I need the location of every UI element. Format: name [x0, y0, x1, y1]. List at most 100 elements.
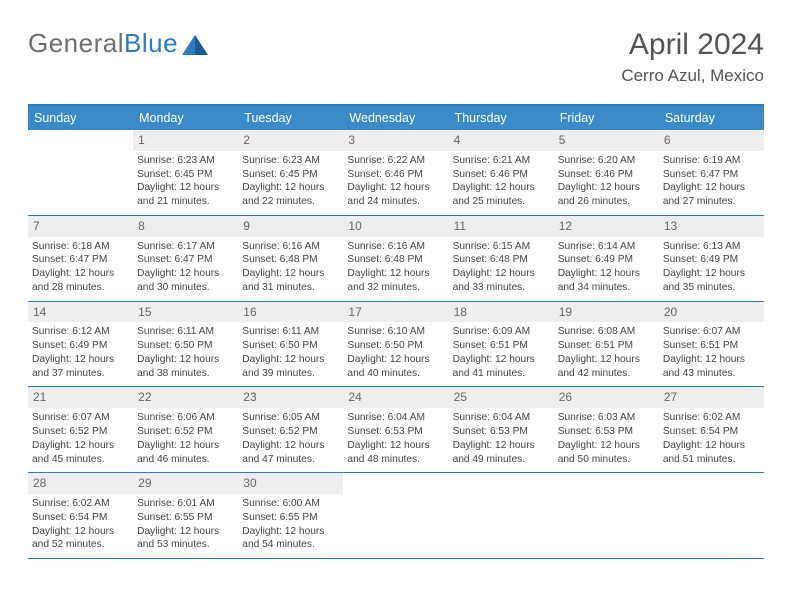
day-cell — [659, 473, 764, 558]
day-number-bar: 30 — [238, 473, 343, 494]
sunrise-text: Sunrise: 6:09 AM — [453, 325, 550, 339]
week-row: 14Sunrise: 6:12 AMSunset: 6:49 PMDayligh… — [28, 302, 764, 388]
sunrise-text: Sunrise: 6:13 AM — [663, 240, 760, 254]
day-number-bar: 7 — [28, 216, 133, 237]
day-number-bar: 9 — [238, 216, 343, 237]
daylight-text: Daylight: 12 hours and 34 minutes. — [558, 267, 655, 295]
day-number: 30 — [243, 476, 256, 490]
day-number: 21 — [33, 390, 46, 404]
day-number-bar: 5 — [554, 130, 659, 151]
week-row: 1 Sunrise: 6:23 AMSunset: 6:45 PM Daylight… — [28, 130, 764, 216]
sunset-text: Sunset: 6:51 PM — [663, 339, 760, 353]
sunrise-text: Sunrise: 6:07 AM — [32, 411, 129, 425]
day-cell — [343, 473, 448, 558]
week-row: 21Sunrise: 6:07 AMSunset: 6:52 PMDayligh… — [28, 387, 764, 473]
day-cell: 13Sunrise: 6:13 AMSunset: 6:49 PMDayligh… — [659, 216, 764, 301]
sunset-text: Sunset: 6:51 PM — [558, 339, 655, 353]
day-number-bar: 11 — [449, 216, 554, 237]
day-cell: 29Sunrise: 6:01 AMSunset: 6:55 PMDayligh… — [133, 473, 238, 558]
sunset-text: Sunset: 6:49 PM — [663, 253, 760, 267]
day-number-bar: 20 — [659, 302, 764, 323]
day-cell: 24Sunrise: 6:04 AMSunset: 6:53 PMDayligh… — [343, 387, 448, 472]
logo-text-blue: Blue — [124, 28, 178, 58]
day-number-bar: 28 — [28, 473, 133, 494]
day-number-bar: 1 — [133, 130, 238, 151]
day-cell: 6Sunrise: 6:19 AMSunset: 6:47 PMDaylight… — [659, 130, 764, 215]
day-number: 27 — [664, 390, 677, 404]
day-cell: 8Sunrise: 6:17 AMSunset: 6:47 PMDaylight… — [133, 216, 238, 301]
weeks-container: 1 Sunrise: 6:23 AMSunset: 6:45 PM Daylight… — [28, 130, 764, 559]
daylight-text: Daylight: 12 hours and 28 minutes. — [32, 267, 129, 295]
day-cell: 30Sunrise: 6:00 AMSunset: 6:55 PMDayligh… — [238, 473, 343, 558]
day-cell: 9Sunrise: 6:16 AMSunset: 6:48 PMDaylight… — [238, 216, 343, 301]
daylight-text: Daylight: 12 hours and 48 minutes. — [347, 439, 444, 467]
daylight-text: Daylight: 12 hours and 43 minutes. — [663, 353, 760, 381]
logo-text-gray: General — [28, 28, 124, 58]
daylight-text: Daylight: 12 hours and 53 minutes. — [137, 525, 234, 553]
daylight-text: Daylight: 12 hours and 46 minutes. — [137, 439, 234, 467]
day-cell: 28Sunrise: 6:02 AMSunset: 6:54 PMDayligh… — [28, 473, 133, 558]
sunrise-text: Sunrise: 6:04 AM — [453, 411, 550, 425]
month-title: April 2024 — [621, 28, 764, 62]
dow-cell: Friday — [554, 106, 659, 130]
sunset-text: Sunset: 6:46 PM — [453, 168, 550, 182]
day-number-bar: 25 — [449, 387, 554, 408]
sunrise-text: Sunrise: 6:23 AM — [137, 154, 234, 168]
day-cell — [554, 473, 659, 558]
day-cell: 4Sunrise: 6:21 AMSunset: 6:46 PMDaylight… — [449, 130, 554, 215]
day-number: 23 — [243, 390, 256, 404]
sunrise-text: Sunrise: 6:18 AM — [32, 240, 129, 254]
day-number-bar: 22 — [133, 387, 238, 408]
day-number: 7 — [33, 219, 40, 233]
day-number-bar: 13 — [659, 216, 764, 237]
sunrise-text: Sunrise: 6:19 AM — [663, 154, 760, 168]
sunset-text: Sunset: 6:55 PM — [137, 511, 234, 525]
sunset-text: Sunset: 6:50 PM — [347, 339, 444, 353]
day-number: 12 — [559, 219, 572, 233]
sunset-text: Sunset: 6:45 PM — [137, 168, 234, 182]
day-number: 19 — [559, 305, 572, 319]
daylight-text: Daylight: 12 hours and 32 minutes. — [347, 267, 444, 295]
sunrise-text: Sunrise: 6:08 AM — [558, 325, 655, 339]
sunrise-text: Sunrise: 6:06 AM — [137, 411, 234, 425]
dow-cell: Saturday — [659, 106, 764, 130]
sunset-text: Sunset: 6:47 PM — [32, 253, 129, 267]
sunrise-text: Sunrise: 6:16 AM — [347, 240, 444, 254]
sunset-text: Sunset: 6:55 PM — [242, 511, 339, 525]
sunrise-text: Sunrise: 6:04 AM — [347, 411, 444, 425]
day-cell: 3Sunrise: 6:22 AMSunset: 6:46 PMDaylight… — [343, 130, 448, 215]
week-row: 7Sunrise: 6:18 AMSunset: 6:47 PMDaylight… — [28, 216, 764, 302]
sunset-text: Sunset: 6:53 PM — [347, 425, 444, 439]
day-number: 25 — [454, 390, 467, 404]
day-cell: 23Sunrise: 6:05 AMSunset: 6:52 PMDayligh… — [238, 387, 343, 472]
day-number: 20 — [664, 305, 677, 319]
day-number: 22 — [138, 390, 151, 404]
sunrise-text: Sunrise: 6:11 AM — [137, 325, 234, 339]
week-row: 28Sunrise: 6:02 AMSunset: 6:54 PMDayligh… — [28, 473, 764, 559]
day-number-bar: 4 — [449, 130, 554, 151]
sunset-text: Sunset: 6:54 PM — [663, 425, 760, 439]
day-number-bar: 17 — [343, 302, 448, 323]
day-number-bar: 21 — [28, 387, 133, 408]
day-number-bar: 10 — [343, 216, 448, 237]
sunrise-text: Sunrise: 6:12 AM — [32, 325, 129, 339]
sunset-text: Sunset: 6:53 PM — [558, 425, 655, 439]
day-cell: 11Sunrise: 6:15 AMSunset: 6:48 PMDayligh… — [449, 216, 554, 301]
title-block: April 2024 Cerro Azul, Mexico — [621, 28, 764, 86]
sunset-text: Sunset: 6:46 PM — [347, 168, 444, 182]
daylight-text: Daylight: 12 hours and 42 minutes. — [558, 353, 655, 381]
day-cell: 1Sunrise: 6:23 AMSunset: 6:45 PMDaylight… — [133, 130, 238, 215]
day-cell: 18Sunrise: 6:09 AMSunset: 6:51 PMDayligh… — [449, 302, 554, 387]
day-cell: 25Sunrise: 6:04 AMSunset: 6:53 PMDayligh… — [449, 387, 554, 472]
dow-cell: Wednesday — [343, 106, 448, 130]
dow-cell: Tuesday — [238, 106, 343, 130]
day-number: 14 — [33, 305, 46, 319]
sunset-text: Sunset: 6:50 PM — [242, 339, 339, 353]
sunset-text: Sunset: 6:49 PM — [558, 253, 655, 267]
daylight-text: Daylight: 12 hours and 24 minutes. — [347, 181, 444, 209]
logo-text: GeneralBlue — [28, 28, 178, 59]
dow-cell: Monday — [133, 106, 238, 130]
sunset-text: Sunset: 6:50 PM — [137, 339, 234, 353]
daylight-text: Daylight: 12 hours and 47 minutes. — [242, 439, 339, 467]
calendar-page: GeneralBlue April 2024 Cerro Azul, Mexic… — [0, 0, 792, 559]
